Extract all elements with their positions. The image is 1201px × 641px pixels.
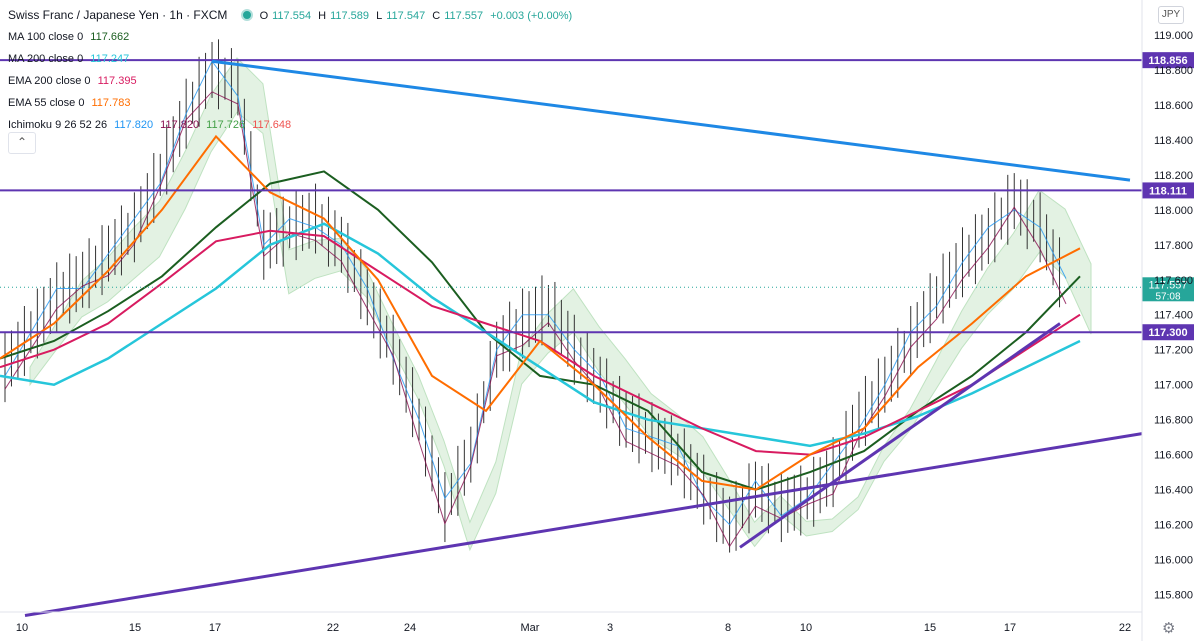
last-price-badge — [1142, 277, 1194, 302]
y-tick-label: 117.000 — [1154, 380, 1193, 392]
indicator-lines — [0, 60, 1081, 548]
ichimoku-cloud-area — [29, 57, 1092, 552]
x-tick-label: 15 — [924, 622, 936, 634]
ichimoku-value-2: 117.820 — [160, 119, 200, 131]
ichimoku-cloud — [29, 57, 1092, 552]
currency-badge[interactable]: JPY — [1158, 6, 1184, 24]
y-tick-label: 118.200 — [1154, 170, 1193, 182]
open-value: 117.554 — [272, 10, 312, 22]
indicator-ema200[interactable]: EMA 200 close 0 117.395 — [8, 70, 576, 92]
symbol-title[interactable]: Swiss Franc / Japanese Yen · 1h · FXCM — [8, 8, 228, 22]
x-tick-label: 10 — [16, 622, 28, 634]
x-tick-label: 3 — [607, 622, 613, 634]
low-value: 117.547 — [386, 10, 426, 22]
level-label: 118.856 — [1148, 55, 1187, 67]
symbol-row: Swiss Franc / Japanese Yen · 1h · FXCM O… — [8, 4, 576, 26]
series-ma-100-close-0 — [0, 170, 1081, 491]
indicator-ma100[interactable]: MA 100 close 0 117.662 — [8, 26, 576, 48]
indicator-value: 117.395 — [97, 75, 137, 87]
trend-line — [739, 322, 1061, 549]
x-tick-label: 22 — [1119, 622, 1131, 634]
low-label: L — [376, 10, 383, 22]
indicator-ma200[interactable]: MA 200 close 0 117.247 — [8, 48, 576, 70]
x-tick-label: 15 — [129, 622, 141, 634]
change-value: +0.003 (+0.00%) — [490, 10, 573, 22]
series-ma-200-close-0 — [0, 222, 1081, 448]
y-tick-label: 117.600 — [1154, 275, 1193, 287]
y-tick-label: 116.000 — [1154, 555, 1193, 567]
y-tick-label: 118.400 — [1154, 135, 1193, 147]
indicator-value: 117.247 — [90, 53, 130, 65]
tenkan-line — [4, 60, 1067, 526]
ichimoku-value-3: 117.726 — [206, 119, 246, 131]
x-tick-label: Mar — [521, 622, 540, 634]
x-tick-label: 17 — [209, 622, 221, 634]
level-badge — [1142, 52, 1194, 69]
gear-icon[interactable]: ⚙ — [1162, 620, 1176, 637]
close-value: 117.557 — [444, 10, 484, 22]
x-tick-label: 10 — [800, 622, 812, 634]
y-tick-label: 116.400 — [1154, 485, 1193, 497]
indicator-ichimoku[interactable]: Ichimoku 9 26 52 26 117.820 117.820 117.… — [8, 114, 576, 136]
y-tick-label: 117.200 — [1154, 345, 1193, 357]
y-tick-label: 118.600 — [1154, 100, 1193, 112]
x-tick-label: 24 — [404, 622, 416, 634]
indicator-value: 117.662 — [90, 31, 130, 43]
level-badge — [1142, 324, 1194, 341]
y-tick-label: 117.400 — [1154, 310, 1193, 322]
ichimoku-value-1: 117.820 — [114, 119, 154, 131]
indicator-label: EMA 55 close 0 — [8, 97, 85, 109]
trend-line — [211, 59, 1131, 182]
high-value: 117.589 — [330, 10, 370, 22]
y-tick-label: 116.200 — [1154, 520, 1193, 532]
indicator-label: EMA 200 close 0 — [8, 75, 91, 87]
indicator-label: MA 200 close 0 — [8, 53, 84, 65]
y-tick-label: 119.000 — [1154, 30, 1193, 42]
x-tick-label: 8 — [725, 622, 731, 634]
x-tick-label: 17 — [1004, 622, 1016, 634]
y-tick-label: 115.800 — [1154, 590, 1193, 602]
indicator-value: 117.783 — [91, 97, 131, 109]
indicator-label: MA 100 close 0 — [8, 31, 84, 43]
level-label: 117.300 — [1148, 327, 1187, 339]
open-label: O — [259, 10, 269, 22]
trend-line — [24, 432, 1143, 617]
ichimoku-value-4: 117.648 — [252, 119, 292, 131]
y-tick-label: 116.600 — [1154, 450, 1193, 462]
x-tick-label: 22 — [327, 622, 339, 634]
y-tick-label: 116.800 — [1154, 415, 1193, 427]
y-tick-label: 118.000 — [1154, 205, 1193, 217]
y-tick-label: 118.800 — [1154, 65, 1193, 77]
collapse-legend-button[interactable]: ⌃ — [8, 132, 36, 154]
countdown-label: 57:08 — [1155, 291, 1180, 302]
last-price-label: 117.557 — [1149, 279, 1188, 291]
y-tick-label: 117.800 — [1154, 240, 1193, 252]
trend-lines — [24, 59, 1143, 617]
high-label: H — [318, 10, 327, 22]
chart-legend: Swiss Franc / Japanese Yen · 1h · FXCM O… — [8, 4, 576, 136]
level-badge — [1142, 182, 1194, 199]
indicator-ema55[interactable]: EMA 55 close 0 117.783 — [8, 92, 576, 114]
chevron-up-icon: ⌃ — [16, 135, 28, 149]
indicator-label: Ichimoku 9 26 52 26 — [8, 119, 108, 131]
market-status-icon — [240, 9, 253, 22]
level-label: 118.111 — [1149, 185, 1187, 197]
kijun-line — [4, 91, 1067, 548]
series-ema-55-close-0 — [0, 134, 1081, 491]
close-label: C — [432, 10, 441, 22]
